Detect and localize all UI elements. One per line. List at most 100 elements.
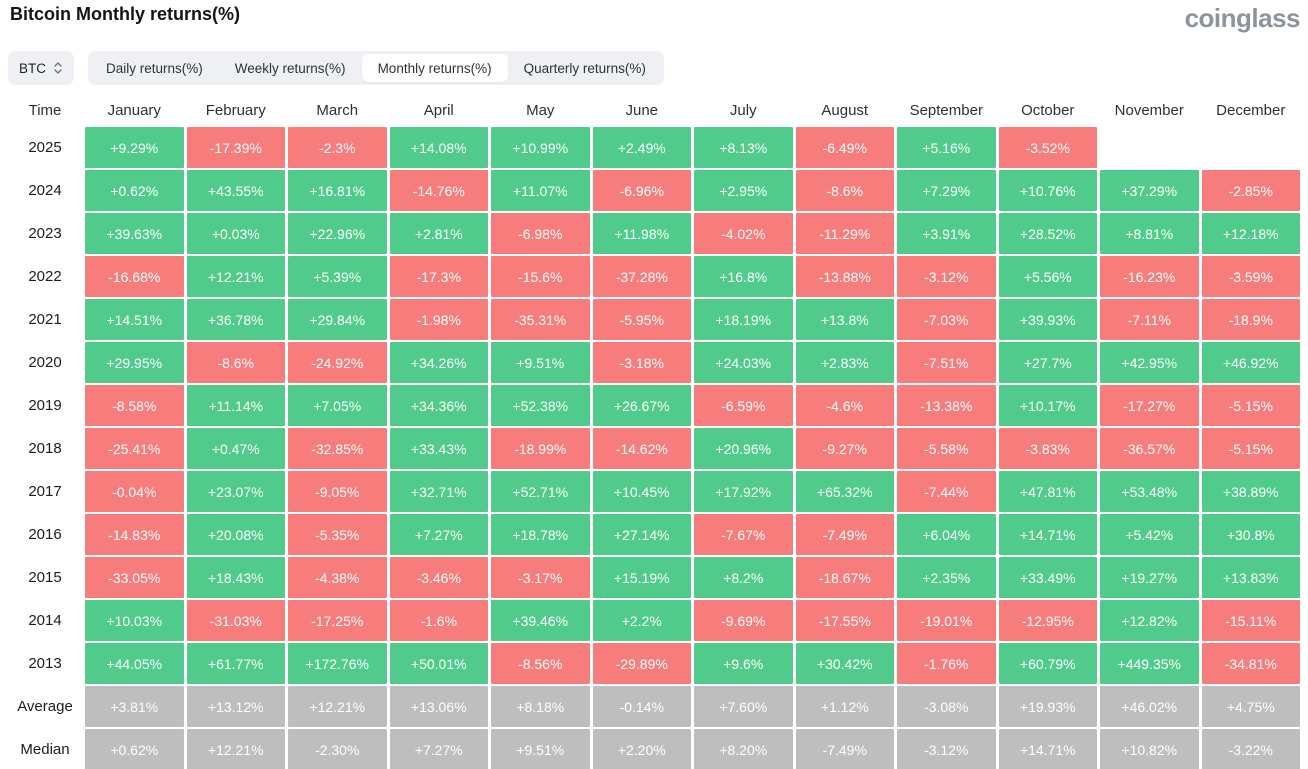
return-cell: +12.18%	[1201, 213, 1300, 254]
coinglass-logo[interactable]: coinglass	[1184, 3, 1301, 33]
return-cell: +52.71%	[491, 471, 590, 512]
return-cell: -17.25%	[288, 600, 387, 641]
return-cell: -5.15%	[1201, 385, 1300, 426]
return-cell: +13.83%	[1201, 557, 1300, 598]
return-cell: -14.76%	[389, 170, 488, 211]
return-cell: -33.05%	[85, 557, 184, 598]
return-cell: -12.95%	[998, 600, 1097, 641]
return-cell: -0.14%	[592, 686, 691, 727]
return-cell: -18.9%	[1201, 299, 1300, 340]
return-cell: +23.07%	[186, 471, 285, 512]
tab-weekly-returns[interactable]: Weekly returns(%)	[219, 54, 362, 82]
updown-chevron-icon	[53, 60, 63, 76]
return-cell: +46.92%	[1201, 342, 1300, 383]
return-cell: +11.07%	[491, 170, 590, 211]
tab-quarterly-returns[interactable]: Quarterly returns(%)	[508, 54, 662, 82]
column-header-march: March	[316, 101, 359, 119]
row-label-median: Median	[20, 741, 70, 758]
return-cell: -7.11%	[1100, 299, 1199, 340]
tab-daily-returns[interactable]: Daily returns(%)	[90, 54, 219, 82]
row-label-2013: 2013	[28, 655, 62, 672]
return-cell: -5.58%	[897, 428, 996, 469]
return-cell: -17.27%	[1100, 385, 1199, 426]
return-cell: -0.04%	[85, 471, 184, 512]
return-cell: +2.95%	[694, 170, 793, 211]
tab-monthly-returns[interactable]: Monthly returns(%)	[361, 54, 508, 82]
return-cell: +18.78%	[491, 514, 590, 555]
return-cell: +7.05%	[288, 385, 387, 426]
return-cell: -18.67%	[795, 557, 894, 598]
return-cell: +10.03%	[85, 600, 184, 641]
return-cell: +60.79%	[998, 643, 1097, 684]
return-cell: -25.41%	[85, 428, 184, 469]
return-cell: +16.81%	[288, 170, 387, 211]
return-cell: +5.42%	[1100, 514, 1199, 555]
return-cell: +26.67%	[592, 385, 691, 426]
return-cell: +8.20%	[694, 729, 793, 769]
return-cell: +27.14%	[592, 514, 691, 555]
return-cell: -3.12%	[897, 256, 996, 297]
return-cell: +61.77%	[186, 643, 285, 684]
return-cell: +2.2%	[592, 600, 691, 641]
coin-selector[interactable]: BTC	[8, 51, 74, 85]
return-cell: +13.8%	[795, 299, 894, 340]
return-cell: +14.08%	[389, 127, 488, 168]
monthly-returns-table: Time January February March April May June July…	[8, 95, 1300, 769]
return-cell: +33.49%	[998, 557, 1097, 598]
row-label-2020: 2020	[28, 354, 62, 371]
return-cell: -4.6%	[795, 385, 894, 426]
return-cell: +14.71%	[998, 729, 1097, 769]
return-cell: +47.81%	[998, 471, 1097, 512]
return-cell: -3.59%	[1201, 256, 1300, 297]
row-label-2025: 2025	[28, 139, 62, 156]
column-header-november: November	[1114, 101, 1184, 119]
return-cell: -2.85%	[1201, 170, 1300, 211]
return-cell: +29.84%	[288, 299, 387, 340]
column-header-september: September	[909, 101, 983, 119]
return-cell: -8.6%	[186, 342, 285, 383]
return-cell: +22.96%	[288, 213, 387, 254]
return-cell: +2.49%	[592, 127, 691, 168]
return-cell: +20.08%	[186, 514, 285, 555]
return-cell: +0.03%	[186, 213, 285, 254]
return-cell: +14.71%	[998, 514, 1097, 555]
return-cell: +30.8%	[1201, 514, 1300, 555]
return-cell: +7.60%	[694, 686, 793, 727]
return-cell: +7.27%	[389, 729, 488, 769]
return-cell: -4.02%	[694, 213, 793, 254]
return-cell: +9.29%	[85, 127, 184, 168]
return-cell: +12.82%	[1100, 600, 1199, 641]
return-cell: +12.21%	[288, 686, 387, 727]
return-cell: +10.82%	[1100, 729, 1199, 769]
return-cell: -9.27%	[795, 428, 894, 469]
return-cell: -7.67%	[694, 514, 793, 555]
return-cell: -8.56%	[491, 643, 590, 684]
return-cell: +13.06%	[389, 686, 488, 727]
return-cell: -15.11%	[1201, 600, 1300, 641]
return-cell: -3.12%	[897, 729, 996, 769]
return-cell: -3.83%	[998, 428, 1097, 469]
return-cell: -14.83%	[85, 514, 184, 555]
return-cell: +11.98%	[592, 213, 691, 254]
row-label-average: Average	[17, 698, 73, 715]
row-label-2021: 2021	[28, 311, 62, 328]
return-cell: +52.38%	[491, 385, 590, 426]
row-label-2024: 2024	[28, 182, 62, 199]
return-cell: -17.3%	[389, 256, 488, 297]
return-cell: -7.44%	[897, 471, 996, 512]
return-cell: +8.13%	[694, 127, 793, 168]
return-cell: +7.29%	[897, 170, 996, 211]
return-cell: -5.95%	[592, 299, 691, 340]
return-cell: -36.57%	[1100, 428, 1199, 469]
return-cell: -6.96%	[592, 170, 691, 211]
return-cell: +172.76%	[288, 643, 387, 684]
return-cell: -6.98%	[491, 213, 590, 254]
return-cell: +10.99%	[491, 127, 590, 168]
return-cell: +18.43%	[186, 557, 285, 598]
return-cell: -13.88%	[795, 256, 894, 297]
return-cell: +0.47%	[186, 428, 285, 469]
return-cell: +53.48%	[1100, 471, 1199, 512]
return-cell: +2.35%	[897, 557, 996, 598]
top-bar: Bitcoin Monthly returns(%) coinglass	[8, 3, 1301, 33]
